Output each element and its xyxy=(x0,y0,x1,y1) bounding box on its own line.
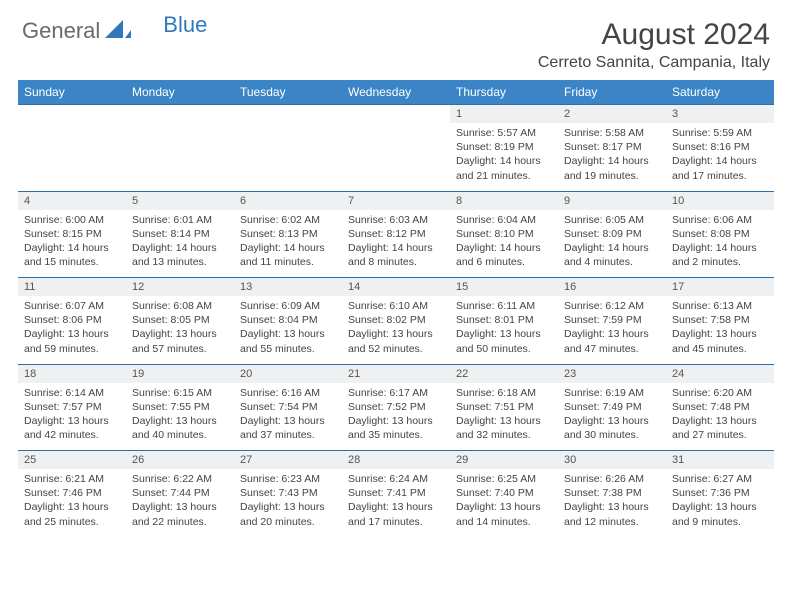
brand-part1: General xyxy=(22,18,100,44)
day-number-row: 18192021222324 xyxy=(18,364,774,383)
day-number-cell: 6 xyxy=(234,191,342,210)
weekday-header: Sunday xyxy=(18,80,126,105)
day-content-cell: Sunrise: 6:14 AMSunset: 7:57 PMDaylight:… xyxy=(18,383,126,451)
header: General Blue August 2024 Cerreto Sannita… xyxy=(0,0,792,80)
day-number-cell: 15 xyxy=(450,278,558,297)
day-number-cell: 7 xyxy=(342,191,450,210)
day-number-cell xyxy=(342,105,450,124)
day-content-cell: Sunrise: 6:05 AMSunset: 8:09 PMDaylight:… xyxy=(558,210,666,278)
day-number-row: 123 xyxy=(18,105,774,124)
weekday-header: Monday xyxy=(126,80,234,105)
day-content-cell: Sunrise: 5:57 AMSunset: 8:19 PMDaylight:… xyxy=(450,123,558,191)
day-content-cell xyxy=(126,123,234,191)
day-content-cell: Sunrise: 6:02 AMSunset: 8:13 PMDaylight:… xyxy=(234,210,342,278)
title-block: August 2024 Cerreto Sannita, Campania, I… xyxy=(538,18,770,72)
day-content-cell: Sunrise: 6:04 AMSunset: 8:10 PMDaylight:… xyxy=(450,210,558,278)
day-number-cell: 8 xyxy=(450,191,558,210)
day-number-cell: 25 xyxy=(18,451,126,470)
day-number-cell: 28 xyxy=(342,451,450,470)
day-content-cell xyxy=(342,123,450,191)
brand-part2: Blue xyxy=(163,12,207,38)
day-content-cell: Sunrise: 6:18 AMSunset: 7:51 PMDaylight:… xyxy=(450,383,558,451)
day-content-row: Sunrise: 6:21 AMSunset: 7:46 PMDaylight:… xyxy=(18,469,774,537)
day-content-cell: Sunrise: 6:21 AMSunset: 7:46 PMDaylight:… xyxy=(18,469,126,537)
weekday-header-row: Sunday Monday Tuesday Wednesday Thursday… xyxy=(18,80,774,105)
day-content-cell: Sunrise: 6:26 AMSunset: 7:38 PMDaylight:… xyxy=(558,469,666,537)
day-number-cell: 4 xyxy=(18,191,126,210)
month-title: August 2024 xyxy=(538,18,770,52)
location: Cerreto Sannita, Campania, Italy xyxy=(538,54,770,72)
sail-icon xyxy=(105,20,131,43)
weekday-header: Thursday xyxy=(450,80,558,105)
day-number-cell: 23 xyxy=(558,364,666,383)
day-number-row: 11121314151617 xyxy=(18,278,774,297)
day-number-cell xyxy=(18,105,126,124)
weekday-header: Friday xyxy=(558,80,666,105)
day-number-cell: 22 xyxy=(450,364,558,383)
day-number-cell: 13 xyxy=(234,278,342,297)
day-content-cell: Sunrise: 6:13 AMSunset: 7:58 PMDaylight:… xyxy=(666,296,774,364)
day-number-cell: 30 xyxy=(558,451,666,470)
day-number-cell: 11 xyxy=(18,278,126,297)
day-content-cell: Sunrise: 6:24 AMSunset: 7:41 PMDaylight:… xyxy=(342,469,450,537)
day-number-cell: 1 xyxy=(450,105,558,124)
day-content-cell: Sunrise: 5:58 AMSunset: 8:17 PMDaylight:… xyxy=(558,123,666,191)
day-content-cell xyxy=(234,123,342,191)
day-number-cell: 21 xyxy=(342,364,450,383)
day-number-cell: 20 xyxy=(234,364,342,383)
day-number-cell: 27 xyxy=(234,451,342,470)
day-number-cell: 14 xyxy=(342,278,450,297)
day-number-cell: 26 xyxy=(126,451,234,470)
day-content-cell xyxy=(18,123,126,191)
day-number-cell: 3 xyxy=(666,105,774,124)
day-content-cell: Sunrise: 6:17 AMSunset: 7:52 PMDaylight:… xyxy=(342,383,450,451)
day-number-cell: 10 xyxy=(666,191,774,210)
day-number-cell: 16 xyxy=(558,278,666,297)
day-number-cell: 5 xyxy=(126,191,234,210)
day-number-cell: 29 xyxy=(450,451,558,470)
day-content-cell: Sunrise: 6:25 AMSunset: 7:40 PMDaylight:… xyxy=(450,469,558,537)
day-number-cell: 17 xyxy=(666,278,774,297)
day-content-cell: Sunrise: 6:01 AMSunset: 8:14 PMDaylight:… xyxy=(126,210,234,278)
day-content-cell: Sunrise: 5:59 AMSunset: 8:16 PMDaylight:… xyxy=(666,123,774,191)
day-number-row: 45678910 xyxy=(18,191,774,210)
day-number-cell xyxy=(126,105,234,124)
day-content-cell: Sunrise: 6:23 AMSunset: 7:43 PMDaylight:… xyxy=(234,469,342,537)
day-content-cell: Sunrise: 6:09 AMSunset: 8:04 PMDaylight:… xyxy=(234,296,342,364)
day-content-cell: Sunrise: 6:03 AMSunset: 8:12 PMDaylight:… xyxy=(342,210,450,278)
day-number-cell: 24 xyxy=(666,364,774,383)
day-number-cell: 18 xyxy=(18,364,126,383)
day-content-cell: Sunrise: 6:16 AMSunset: 7:54 PMDaylight:… xyxy=(234,383,342,451)
day-content-cell: Sunrise: 6:10 AMSunset: 8:02 PMDaylight:… xyxy=(342,296,450,364)
day-content-cell: Sunrise: 6:27 AMSunset: 7:36 PMDaylight:… xyxy=(666,469,774,537)
day-content-row: Sunrise: 6:07 AMSunset: 8:06 PMDaylight:… xyxy=(18,296,774,364)
day-content-cell: Sunrise: 6:11 AMSunset: 8:01 PMDaylight:… xyxy=(450,296,558,364)
day-number-row: 25262728293031 xyxy=(18,451,774,470)
day-content-cell: Sunrise: 6:20 AMSunset: 7:48 PMDaylight:… xyxy=(666,383,774,451)
day-number-cell: 2 xyxy=(558,105,666,124)
day-content-cell: Sunrise: 6:12 AMSunset: 7:59 PMDaylight:… xyxy=(558,296,666,364)
weekday-header: Saturday xyxy=(666,80,774,105)
day-content-cell: Sunrise: 6:22 AMSunset: 7:44 PMDaylight:… xyxy=(126,469,234,537)
day-number-cell xyxy=(234,105,342,124)
day-content-row: Sunrise: 6:00 AMSunset: 8:15 PMDaylight:… xyxy=(18,210,774,278)
day-content-cell: Sunrise: 6:19 AMSunset: 7:49 PMDaylight:… xyxy=(558,383,666,451)
day-content-row: Sunrise: 6:14 AMSunset: 7:57 PMDaylight:… xyxy=(18,383,774,451)
day-number-cell: 9 xyxy=(558,191,666,210)
weekday-header: Wednesday xyxy=(342,80,450,105)
day-number-cell: 31 xyxy=(666,451,774,470)
day-number-cell: 12 xyxy=(126,278,234,297)
day-content-cell: Sunrise: 6:15 AMSunset: 7:55 PMDaylight:… xyxy=(126,383,234,451)
day-content-cell: Sunrise: 6:06 AMSunset: 8:08 PMDaylight:… xyxy=(666,210,774,278)
day-content-cell: Sunrise: 6:08 AMSunset: 8:05 PMDaylight:… xyxy=(126,296,234,364)
calendar-table: Sunday Monday Tuesday Wednesday Thursday… xyxy=(18,80,774,537)
day-content-cell: Sunrise: 6:00 AMSunset: 8:15 PMDaylight:… xyxy=(18,210,126,278)
day-content-cell: Sunrise: 6:07 AMSunset: 8:06 PMDaylight:… xyxy=(18,296,126,364)
day-number-cell: 19 xyxy=(126,364,234,383)
weekday-header: Tuesday xyxy=(234,80,342,105)
day-content-row: Sunrise: 5:57 AMSunset: 8:19 PMDaylight:… xyxy=(18,123,774,191)
brand-logo: General Blue xyxy=(22,18,207,44)
